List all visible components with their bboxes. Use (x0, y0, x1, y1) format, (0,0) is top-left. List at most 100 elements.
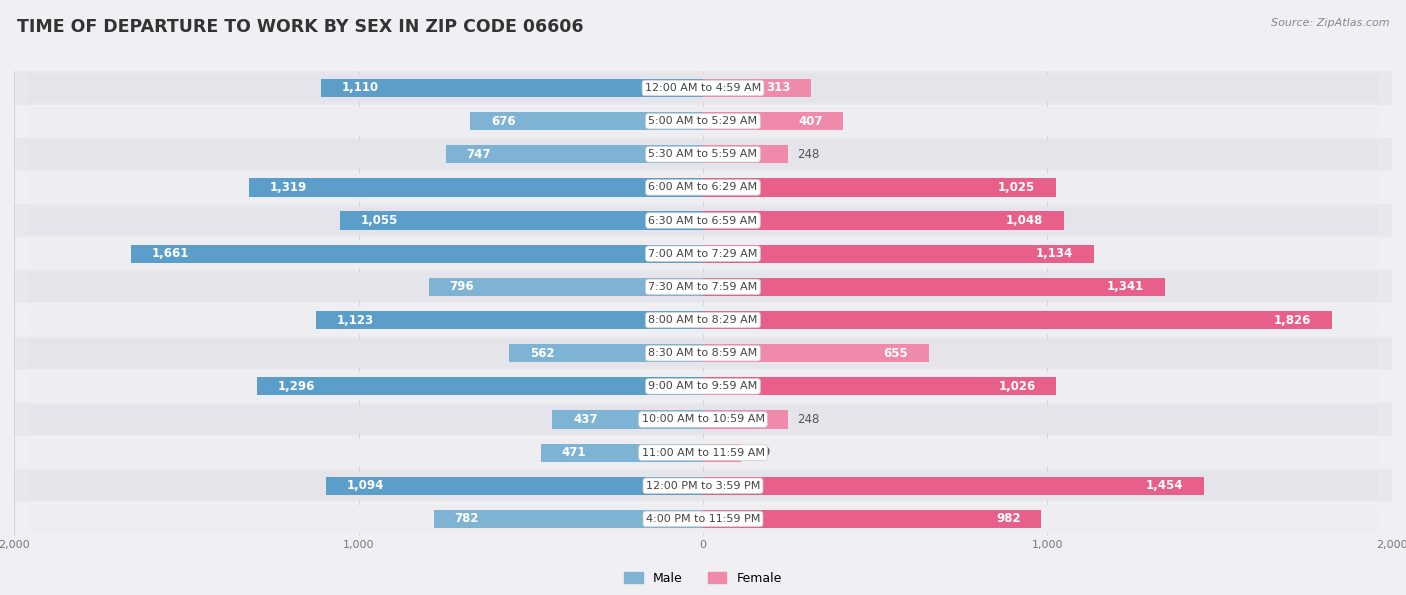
Text: 6:30 AM to 6:59 AM: 6:30 AM to 6:59 AM (648, 215, 758, 226)
Bar (703, 278, 1166, 296)
Text: 471: 471 (561, 446, 586, 459)
Text: 655: 655 (883, 347, 908, 359)
Bar (340, 211, 703, 230)
Bar (316, 311, 703, 329)
Text: 1,296: 1,296 (277, 380, 315, 393)
Text: 1,134: 1,134 (1036, 248, 1073, 260)
FancyBboxPatch shape (28, 339, 1378, 367)
Text: 1,026: 1,026 (998, 380, 1036, 393)
Bar (703, 443, 741, 462)
Text: 6:00 AM to 6:29 AM: 6:00 AM to 6:29 AM (648, 183, 758, 192)
Text: 7:00 AM to 7:29 AM: 7:00 AM to 7:29 AM (648, 249, 758, 259)
Bar (703, 178, 1056, 196)
Text: 407: 407 (799, 115, 823, 127)
Text: Source: ZipAtlas.com: Source: ZipAtlas.com (1271, 18, 1389, 28)
Bar (14, 337, 1392, 369)
Text: 1,661: 1,661 (152, 248, 188, 260)
Bar (14, 403, 1392, 436)
Legend: Male, Female: Male, Female (619, 566, 787, 590)
Text: 1,048: 1,048 (1005, 214, 1043, 227)
Bar (703, 344, 928, 362)
Text: 1,826: 1,826 (1274, 314, 1312, 327)
Bar (703, 79, 811, 97)
Text: 1,110: 1,110 (342, 82, 378, 95)
Bar (321, 79, 703, 97)
FancyBboxPatch shape (28, 406, 1378, 433)
Bar (14, 171, 1392, 204)
Bar (14, 105, 1392, 137)
Text: 8:30 AM to 8:59 AM: 8:30 AM to 8:59 AM (648, 348, 758, 358)
Bar (14, 270, 1392, 303)
Text: 12:00 AM to 4:59 AM: 12:00 AM to 4:59 AM (645, 83, 761, 93)
FancyBboxPatch shape (28, 472, 1378, 500)
Text: 248: 248 (797, 148, 820, 161)
FancyBboxPatch shape (28, 439, 1378, 466)
Text: 562: 562 (530, 347, 555, 359)
Text: 10:00 AM to 10:59 AM: 10:00 AM to 10:59 AM (641, 415, 765, 424)
Text: 8:00 AM to 8:29 AM: 8:00 AM to 8:29 AM (648, 315, 758, 325)
Text: 782: 782 (454, 512, 479, 525)
Bar (541, 443, 703, 462)
Text: 4:00 PM to 11:59 PM: 4:00 PM to 11:59 PM (645, 514, 761, 524)
Bar (509, 344, 703, 362)
Bar (703, 411, 789, 428)
Bar (326, 477, 703, 495)
Bar (14, 436, 1392, 469)
FancyBboxPatch shape (28, 306, 1378, 334)
Text: 1,094: 1,094 (347, 480, 384, 492)
Bar (703, 510, 1042, 528)
Bar (14, 469, 1392, 502)
Text: 1,341: 1,341 (1107, 280, 1144, 293)
FancyBboxPatch shape (28, 240, 1378, 268)
Bar (14, 502, 1392, 536)
Text: 1,454: 1,454 (1146, 480, 1184, 492)
FancyBboxPatch shape (28, 206, 1378, 234)
Text: 109: 109 (749, 446, 772, 459)
FancyBboxPatch shape (28, 372, 1378, 400)
Text: 9:00 AM to 9:59 AM: 9:00 AM to 9:59 AM (648, 381, 758, 392)
Bar (14, 204, 1392, 237)
FancyBboxPatch shape (28, 74, 1378, 102)
Bar (553, 411, 703, 428)
Bar (14, 369, 1392, 403)
Bar (256, 377, 703, 396)
Bar (703, 211, 1064, 230)
Text: 796: 796 (450, 280, 474, 293)
Bar (703, 311, 1331, 329)
Text: TIME OF DEPARTURE TO WORK BY SEX IN ZIP CODE 06606: TIME OF DEPARTURE TO WORK BY SEX IN ZIP … (17, 18, 583, 36)
Bar (703, 145, 789, 164)
Text: 1,055: 1,055 (360, 214, 398, 227)
Text: 5:00 AM to 5:29 AM: 5:00 AM to 5:29 AM (648, 116, 758, 126)
Bar (14, 71, 1392, 105)
Text: 437: 437 (574, 413, 598, 426)
FancyBboxPatch shape (28, 140, 1378, 168)
FancyBboxPatch shape (28, 505, 1378, 533)
Text: 7:30 AM to 7:59 AM: 7:30 AM to 7:59 AM (648, 282, 758, 292)
Bar (703, 245, 1094, 263)
Bar (429, 278, 703, 296)
FancyBboxPatch shape (28, 107, 1378, 135)
Text: 5:30 AM to 5:59 AM: 5:30 AM to 5:59 AM (648, 149, 758, 159)
FancyBboxPatch shape (28, 174, 1378, 201)
Bar (14, 137, 1392, 171)
Bar (703, 112, 844, 130)
Text: 12:00 PM to 3:59 PM: 12:00 PM to 3:59 PM (645, 481, 761, 491)
Bar (703, 377, 1056, 396)
Text: 11:00 AM to 11:59 AM: 11:00 AM to 11:59 AM (641, 447, 765, 458)
Text: 1,123: 1,123 (337, 314, 374, 327)
Bar (14, 237, 1392, 270)
Bar (433, 510, 703, 528)
Text: 1,025: 1,025 (998, 181, 1035, 194)
FancyBboxPatch shape (28, 273, 1378, 301)
Bar (703, 477, 1204, 495)
Text: 313: 313 (766, 82, 790, 95)
Text: 248: 248 (797, 413, 820, 426)
Bar (14, 303, 1392, 337)
Text: 1,319: 1,319 (270, 181, 307, 194)
Bar (131, 245, 703, 263)
Bar (470, 112, 703, 130)
Text: 982: 982 (995, 512, 1021, 525)
Bar (446, 145, 703, 164)
Bar (249, 178, 703, 196)
Text: 676: 676 (491, 115, 516, 127)
